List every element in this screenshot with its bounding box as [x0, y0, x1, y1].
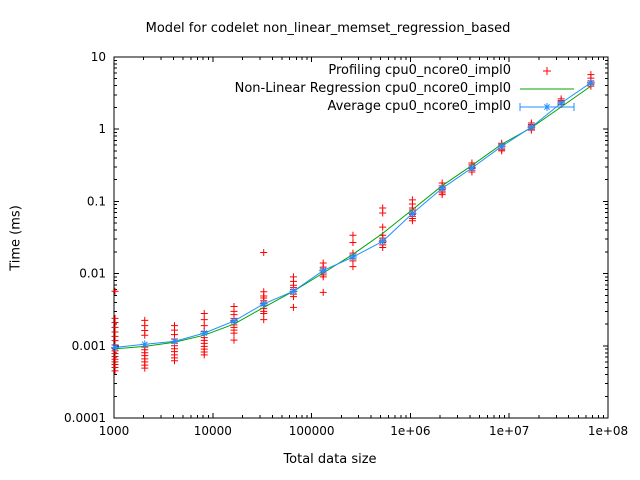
x-axis-label: Total data size [283, 452, 377, 467]
chart-title: Model for codelet non_linear_memset_regr… [145, 21, 511, 36]
svg-text:0.0001: 0.0001 [64, 411, 106, 425]
legend-label-average: Average cpu0_ncore0_impl0 [327, 99, 511, 114]
errorbar-star-sample-icon [519, 100, 575, 114]
svg-text:1: 1 [98, 122, 106, 136]
svg-text:0.1: 0.1 [87, 194, 106, 208]
svg-text:10: 10 [91, 50, 106, 64]
svg-text:0.001: 0.001 [72, 339, 106, 353]
svg-text:1000: 1000 [99, 424, 130, 438]
line-sample-icon [519, 82, 575, 96]
svg-text:10000: 10000 [194, 424, 232, 438]
svg-text:0.01: 0.01 [79, 267, 106, 281]
legend: Profiling cpu0_ncore0_impl0 Non-Linear R… [235, 62, 575, 116]
legend-row-average: Average cpu0_ncore0_impl0 [235, 98, 575, 116]
svg-text:1e+06: 1e+06 [390, 424, 430, 438]
svg-text:100000: 100000 [289, 424, 335, 438]
legend-label-regression: Non-Linear Regression cpu0_ncore0_impl0 [234, 81, 511, 96]
legend-row-regression: Non-Linear Regression cpu0_ncore0_impl0 [235, 80, 575, 98]
y-axis-label: Time (ms) [8, 205, 24, 271]
svg-text:1e+07: 1e+07 [489, 424, 529, 438]
legend-row-profiling: Profiling cpu0_ncore0_impl0 [235, 62, 575, 80]
svg-text:1e+08: 1e+08 [588, 424, 628, 438]
legend-label-profiling: Profiling cpu0_ncore0_impl0 [328, 63, 511, 78]
plus-marker-icon [519, 64, 575, 78]
